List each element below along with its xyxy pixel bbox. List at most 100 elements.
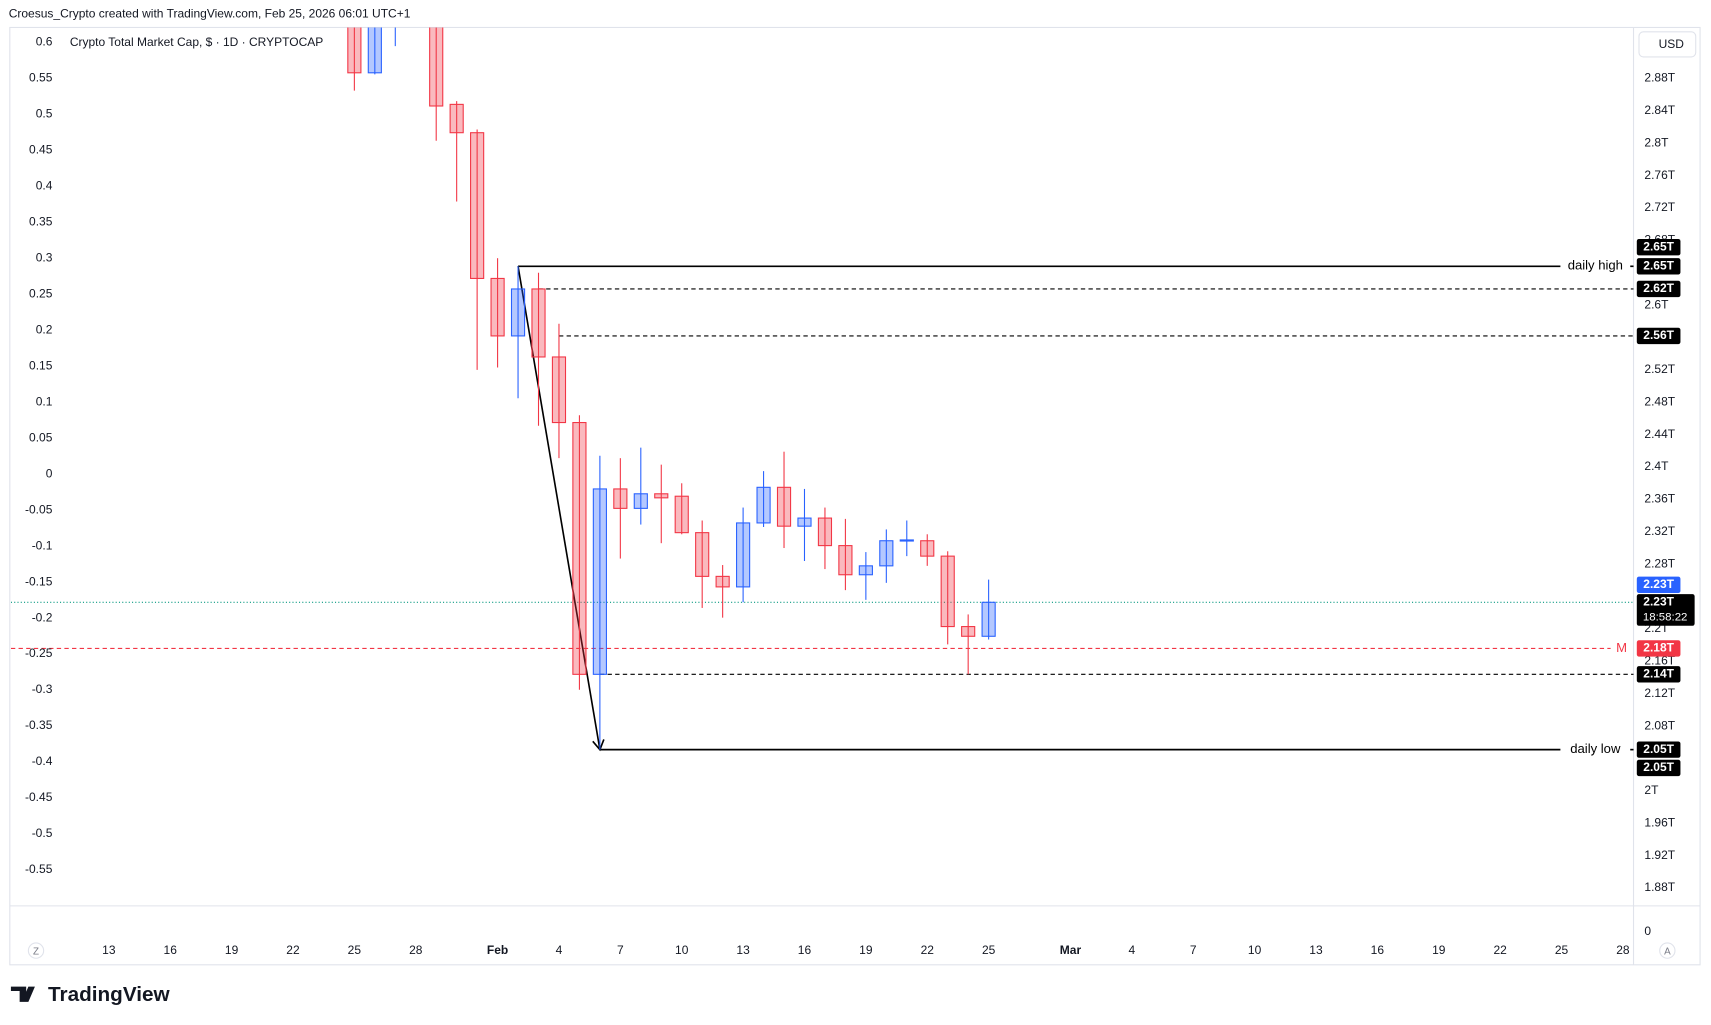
price-label-box — [1636, 280, 1681, 298]
x-tick-label: 22 — [286, 943, 300, 957]
y2-tick-label: 0.35 — [29, 215, 53, 229]
y-tick-label: 2.32T — [1644, 524, 1675, 538]
x-tick-label: 25 — [1555, 943, 1569, 957]
y2-tick-label: 0.15 — [29, 358, 53, 372]
scale-button[interactable] — [1659, 942, 1676, 959]
logo-icon — [10, 986, 35, 1002]
y-tick-label: 2.16T — [1644, 654, 1675, 668]
candle-body — [449, 103, 464, 134]
price-label: 2.23T — [1643, 577, 1674, 591]
candle-body — [736, 522, 751, 588]
price-label: 2.05T — [1643, 742, 1674, 756]
x-tick-label: 19 — [859, 943, 873, 957]
bottom-scale-label: 0 — [1644, 924, 1651, 938]
candle-body — [961, 626, 976, 637]
y2-tick-label: 0.55 — [29, 71, 53, 85]
price-label: 2.05T — [1643, 760, 1674, 774]
candle-body — [940, 555, 955, 628]
y-tick-label: 2.36T — [1644, 492, 1675, 506]
scale-button[interactable] — [27, 942, 45, 959]
x-tick-label: 28 — [409, 943, 423, 957]
plot-area — [10, 27, 1634, 752]
y2-tick-label: -0.35 — [25, 718, 53, 732]
y2-tick-label: -0.3 — [32, 682, 53, 696]
header: Croesus_Crypto created with TradingView.… — [9, 7, 411, 21]
y-tick-label: 2.4T — [1644, 459, 1669, 473]
y2-tick-label: 0.3 — [36, 251, 53, 265]
price-label-box — [1636, 741, 1681, 758]
y-tick-label: 2T — [1644, 783, 1659, 797]
y-tick-label: 2.76T — [1644, 168, 1675, 182]
price-label-box — [1636, 576, 1681, 594]
price-label-box — [1636, 594, 1695, 626]
y2-tick-label: 0.45 — [29, 143, 53, 157]
price-label: 2.14T — [1643, 667, 1674, 681]
candle-body — [490, 277, 505, 337]
candle-body — [899, 539, 914, 542]
candle-body — [981, 601, 996, 637]
candle-body — [429, 27, 444, 107]
y2-tick-label: -0.5 — [32, 826, 53, 840]
x-tick-label: 19 — [1432, 943, 1446, 957]
x-tick-label: 16 — [1371, 943, 1385, 957]
x-tick-label: Mar — [1060, 943, 1082, 957]
candle-body — [510, 288, 526, 337]
y-tick-label: 2.8T — [1644, 135, 1669, 149]
y2-tick-label: -0.25 — [25, 646, 53, 660]
countdown: 18:58:22 — [1643, 612, 1688, 624]
line-label: daily low — [1570, 741, 1621, 756]
x-tick-label: 22 — [921, 943, 935, 957]
y2-tick-label: -0.45 — [25, 790, 53, 804]
candle-body — [531, 288, 546, 358]
y2-tick-label: 0.1 — [36, 394, 53, 408]
candle-body — [592, 488, 607, 675]
x-tick-label: 25 — [982, 943, 996, 957]
price-label: 2.23T — [1643, 594, 1674, 608]
price-label: 2.56T — [1643, 328, 1674, 342]
candle-body — [633, 493, 648, 509]
x-tick-label: 10 — [675, 943, 689, 957]
x-tick-label: 22 — [1493, 943, 1507, 957]
price-label: 2.65T — [1643, 239, 1674, 253]
candle-body — [367, 27, 382, 74]
scale-button-label[interactable]: A — [1664, 946, 1671, 957]
price-label-box — [1636, 327, 1681, 345]
price-label-box — [1636, 666, 1681, 683]
y2-tick-label: 0.4 — [36, 179, 53, 193]
candle-body — [613, 488, 628, 509]
line-label: M — [1616, 640, 1627, 655]
price-label-box — [1636, 258, 1681, 275]
currency-button[interactable] — [1638, 31, 1697, 58]
y-tick-label: 1.92T — [1644, 848, 1675, 862]
y-tick-label: 1.96T — [1644, 815, 1675, 829]
y2-tick-label: 0.2 — [36, 323, 53, 337]
x-tick-label: 7 — [1190, 943, 1197, 957]
y-tick-label: 2.84T — [1644, 103, 1675, 117]
y2-tick-label: -0.15 — [25, 574, 53, 588]
candle-body — [654, 493, 669, 499]
x-tick-label: 16 — [798, 943, 812, 957]
x-tick-label: 28 — [1616, 943, 1630, 957]
x-tick-label: 13 — [736, 943, 750, 957]
y2-tick-label: 0.5 — [36, 107, 53, 121]
x-tick-label: 13 — [1309, 943, 1323, 957]
y-tick-label: 2.12T — [1644, 686, 1675, 700]
price-label: 2.18T — [1643, 641, 1674, 655]
y2-tick-label: -0.55 — [25, 862, 53, 876]
candle-body — [674, 495, 689, 534]
y2-tick-label: 0.05 — [29, 430, 53, 444]
price-label-box — [1636, 640, 1681, 657]
x-tick-label: 16 — [164, 943, 178, 957]
candle-body — [776, 486, 792, 527]
candle-body — [572, 422, 587, 675]
scale-button-label[interactable]: Z — [33, 946, 39, 957]
currency-label[interactable]: USD — [1659, 37, 1685, 51]
y2-tick-label: 0 — [46, 466, 53, 480]
x-tick-label: 13 — [102, 943, 116, 957]
candle-body — [879, 540, 894, 567]
line-label: daily high — [1568, 258, 1623, 273]
x-tick-label: 7 — [617, 943, 624, 957]
candle-body — [920, 540, 935, 557]
